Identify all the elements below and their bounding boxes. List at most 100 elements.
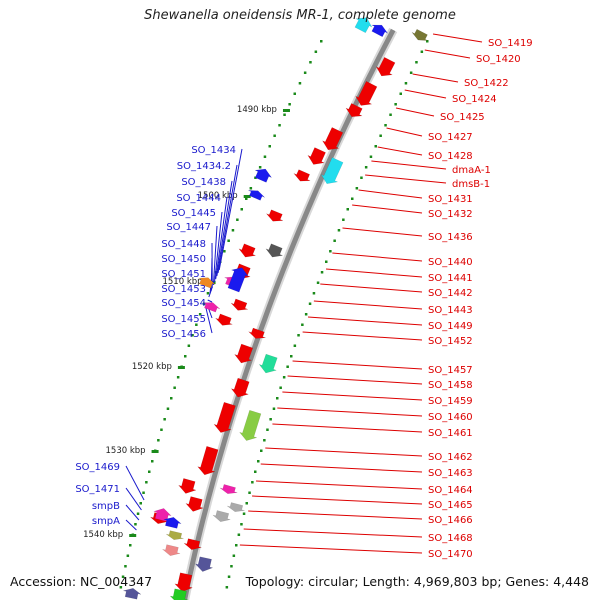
gene-feature [321, 127, 344, 151]
gene-feature [320, 157, 344, 184]
right-gene-label: SO_1465 [428, 500, 473, 511]
inner-dot [263, 155, 267, 158]
outer-dot [254, 470, 257, 473]
right-leader [256, 480, 423, 490]
left-gene-label: SO_1450 [161, 254, 206, 265]
gene-feature [203, 302, 221, 313]
right-leader [332, 252, 423, 262]
right-gene-label: SO_1458 [428, 380, 473, 391]
outer-dot [290, 355, 293, 358]
outer-dot [301, 323, 304, 326]
left-leader [125, 465, 145, 501]
gene-feature [152, 508, 173, 522]
outer-dot [399, 92, 402, 95]
kbp-label: 1530 kbp [106, 446, 146, 456]
left-gene-label: SO_1434 [191, 145, 236, 156]
outer-dot [257, 460, 260, 463]
outer-dot [242, 512, 246, 515]
inner-dot [151, 460, 154, 463]
right-gene-label: dmsB-1 [452, 179, 490, 190]
right-leader [365, 174, 447, 184]
gene-feature [233, 343, 254, 364]
kbp-tick [129, 534, 137, 537]
topology-label: Topology: circular; Length: 4,969,803 bp… [245, 574, 589, 589]
right-leader [358, 189, 423, 199]
right-leader [292, 360, 423, 370]
right-gene-label: SO_1425 [440, 112, 485, 123]
outer-dot [304, 313, 308, 316]
left-leader [218, 148, 243, 271]
right-gene-label: SO_1459 [428, 396, 473, 407]
inner-dot [191, 334, 194, 337]
inner-dot [124, 565, 127, 568]
outer-dot [235, 544, 238, 547]
inner-dot [258, 166, 262, 169]
right-gene-label: SO_1440 [428, 257, 473, 268]
right-leader [260, 463, 423, 473]
left-gene-label: SO_1448 [161, 239, 206, 250]
outer-dot [308, 302, 312, 305]
gene-feature [212, 510, 231, 522]
outer-dot [297, 334, 300, 337]
gene-feature [219, 484, 238, 494]
left-leader [212, 225, 218, 286]
inner-dot [166, 407, 170, 410]
outer-dot [232, 554, 236, 557]
inner-dot [273, 134, 276, 137]
right-gene-label: SO_1419 [488, 38, 533, 49]
inner-dot [134, 523, 137, 526]
left-gene-label: SO_1453 [161, 284, 206, 295]
inner-dot [129, 544, 132, 547]
inner-dot [206, 292, 210, 295]
right-leader [239, 544, 423, 554]
gene-feature [258, 353, 278, 374]
left-leader [125, 519, 137, 531]
outer-dot [263, 439, 266, 442]
inner-dot [231, 229, 235, 232]
inner-dot [283, 113, 286, 116]
kbp-tick [282, 109, 290, 112]
gene-feature [174, 572, 194, 592]
outer-dot [316, 281, 320, 284]
outer-dot [420, 50, 424, 53]
accession-label: Accession: NC_004347 [10, 574, 153, 589]
gene-features [123, 17, 428, 600]
right-leader [282, 391, 423, 401]
inner-dot [195, 323, 198, 326]
right-leader [252, 495, 423, 505]
inner-dot [298, 82, 302, 85]
gene-feature [213, 401, 236, 433]
gene-feature [354, 17, 373, 34]
outer-dot [360, 176, 363, 179]
inner-dot [119, 586, 123, 589]
inner-dot [176, 376, 180, 379]
right-leader [243, 528, 423, 538]
right-gene-label: SO_1422 [464, 78, 509, 89]
label-leaders [125, 33, 483, 554]
outer-dot [276, 397, 279, 400]
outer-dot [409, 71, 413, 74]
gene-feature [238, 409, 262, 441]
inner-dot [145, 481, 148, 484]
outer-dot [351, 197, 354, 200]
left-gene-label: SO_1454 [161, 298, 206, 309]
gene-feature [123, 587, 142, 600]
right-gene-label: SO_1463 [428, 468, 473, 479]
right-leader [412, 73, 459, 83]
inner-dot [314, 50, 318, 53]
gene-feature [183, 538, 202, 550]
inner-dot [303, 71, 307, 74]
left-gene-label: SO_1444 [176, 193, 221, 204]
right-leader [342, 227, 423, 237]
inner-dot [157, 439, 160, 442]
outer-dot [227, 575, 231, 578]
inner-dot [223, 250, 226, 253]
outer-dot [230, 565, 233, 568]
kbp-label: 1540 kbp [83, 530, 123, 540]
left-gene-label: SO_1447 [166, 222, 211, 233]
left-gene-label: SO_1471 [75, 484, 120, 495]
inner-dot [198, 313, 202, 316]
outer-dot [389, 113, 392, 116]
gene-feature [238, 243, 257, 258]
backbone-line [182, 28, 396, 600]
